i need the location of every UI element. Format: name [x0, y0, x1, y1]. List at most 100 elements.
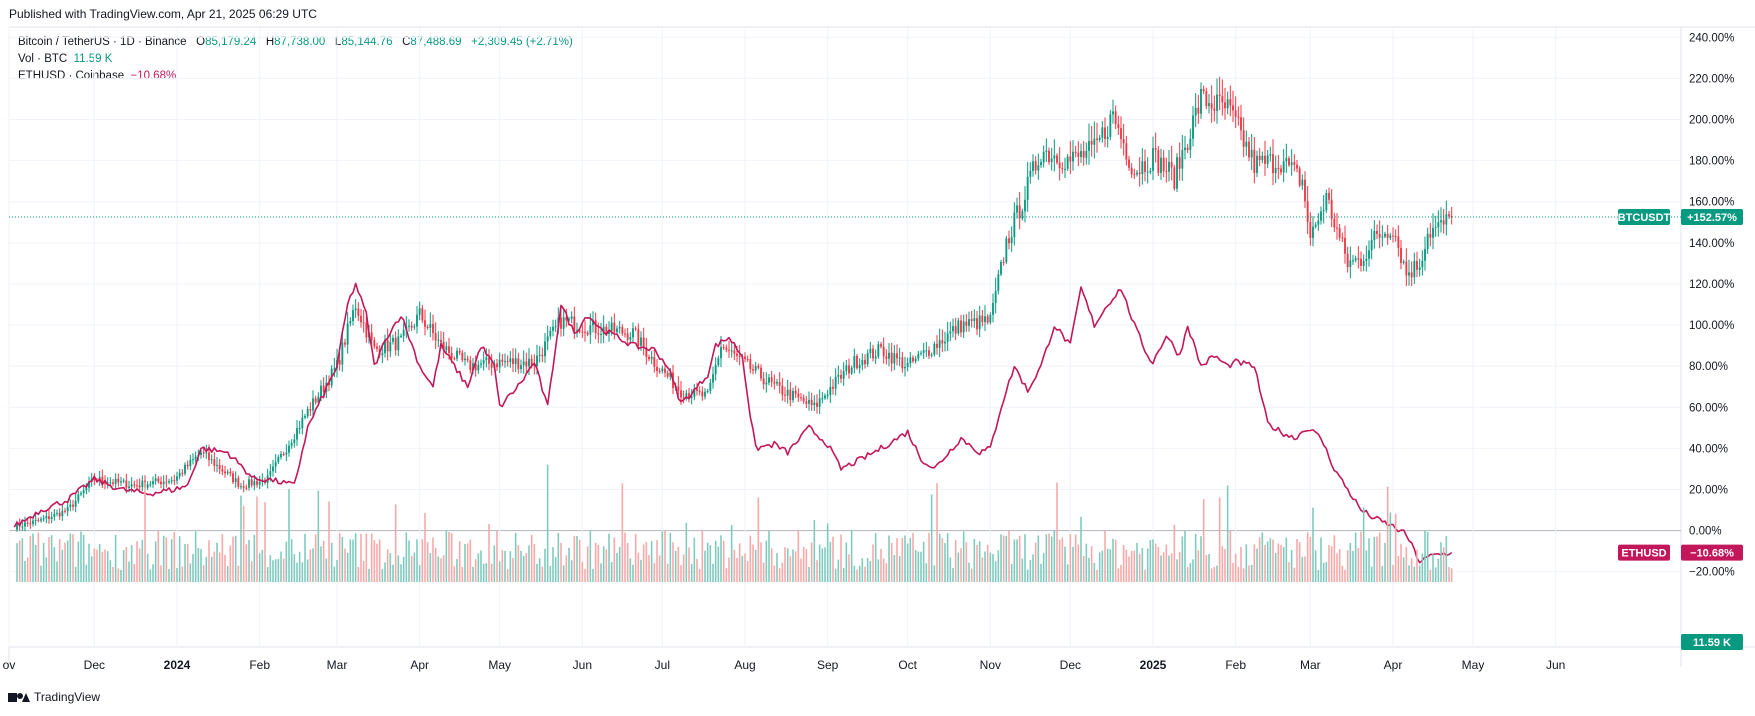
volume-bar [765, 540, 768, 582]
candle-body [594, 320, 597, 334]
candle-body [442, 341, 445, 351]
volume-bar [1280, 545, 1282, 582]
footer-brand[interactable]: TradingView [8, 690, 100, 704]
volume-bar [213, 551, 216, 582]
volume-bar [965, 542, 968, 582]
candle-body [408, 325, 410, 327]
x-tick-label: Jul [655, 658, 670, 672]
volume-bar [752, 544, 754, 582]
volume-bar [874, 533, 877, 582]
candle-body [352, 310, 354, 322]
volume-bar [186, 543, 189, 582]
candle-body [64, 510, 66, 512]
candle-body [1192, 115, 1194, 139]
volume-bar [1077, 544, 1080, 582]
volume-bar [344, 548, 346, 582]
volume-bar [125, 546, 128, 582]
volume-bar [288, 489, 290, 582]
candle-body [48, 516, 50, 520]
candle-body [1368, 250, 1370, 259]
volume-bar [1048, 533, 1050, 582]
volume-bar [1178, 551, 1181, 582]
volume-bar [904, 535, 906, 582]
volume-bar [928, 532, 930, 582]
volume-bar [226, 566, 229, 582]
volume-bar [74, 566, 77, 582]
candle-body [1114, 111, 1117, 125]
eth-line [13, 282, 1453, 564]
volume-bar [453, 566, 456, 582]
volume-bar [850, 530, 853, 582]
candle-body [576, 330, 578, 332]
y-tick-label: 180.00% [1689, 156, 1734, 168]
legend-compare-row[interactable]: ETHUSD · Coinbase −10.68% [18, 68, 573, 85]
volume-bar [608, 533, 610, 582]
candle-body [152, 481, 154, 485]
volume-bar [1120, 564, 1122, 582]
volume-bar [1338, 549, 1341, 582]
legend-volume-row[interactable]: Vol · BTC 11.59 K [18, 51, 573, 68]
candle-body [466, 358, 469, 361]
candle-body [245, 487, 248, 489]
candle-body [557, 317, 560, 327]
volume-bar [944, 543, 946, 582]
candle-body [1402, 261, 1405, 263]
candle-body [1216, 94, 1218, 111]
candle-body [829, 386, 832, 395]
volume-bar [1104, 530, 1106, 582]
volume-bar [325, 558, 328, 582]
volume-bar [1269, 538, 1272, 582]
volume-bar [37, 532, 40, 582]
volume-bar [525, 552, 528, 582]
volume-bar [1096, 569, 1098, 582]
candle-body [109, 482, 112, 484]
x-tick-label: Feb [249, 658, 270, 672]
volume-bar [770, 548, 773, 582]
candle-body [216, 464, 218, 466]
candle-body [792, 390, 794, 401]
volume-bar [1306, 532, 1309, 582]
candle-body [461, 352, 464, 361]
volume-bar [1008, 530, 1010, 582]
volume-bar [208, 540, 210, 582]
volume-bar [589, 531, 592, 582]
x-tick-label: Jun [573, 658, 592, 672]
candle-body [330, 368, 333, 386]
volume-bar [629, 558, 632, 582]
candle-body [237, 478, 240, 487]
candle-body [1298, 168, 1301, 186]
volume-bar [824, 547, 826, 582]
volume-bar [1205, 554, 1208, 582]
candle-body [384, 339, 386, 354]
volume-bar [584, 569, 586, 582]
volume-bar [885, 563, 888, 582]
candle-body [1202, 89, 1205, 92]
volume-bar [1437, 558, 1440, 582]
candle-body [949, 331, 952, 334]
volume-bar [394, 504, 397, 582]
volume-bar [784, 547, 786, 582]
candle-body [82, 490, 85, 494]
candle-body [573, 316, 576, 332]
candle-body [1186, 147, 1189, 151]
volume-bar [50, 535, 53, 582]
candle-body [1256, 155, 1258, 173]
legend-main-row[interactable]: Bitcoin / TetherUS · 1D · Binance O85,17… [18, 34, 573, 51]
candle-body [1445, 214, 1448, 225]
volume-bar [1365, 550, 1368, 582]
candle-body [832, 386, 834, 389]
volume-bar [701, 530, 704, 582]
volume-bar [1080, 516, 1082, 582]
candle-body [1136, 172, 1138, 175]
volume-bar [1090, 546, 1093, 582]
volume-bar [517, 545, 520, 582]
eth-badge-label-bg [1618, 544, 1670, 561]
candle-body [941, 340, 944, 344]
candle-body [802, 397, 805, 402]
volume-bar [192, 553, 194, 582]
candle-body [1010, 237, 1013, 244]
candle-body [914, 358, 917, 362]
volume-bar [528, 545, 530, 582]
candle-body [248, 479, 250, 488]
